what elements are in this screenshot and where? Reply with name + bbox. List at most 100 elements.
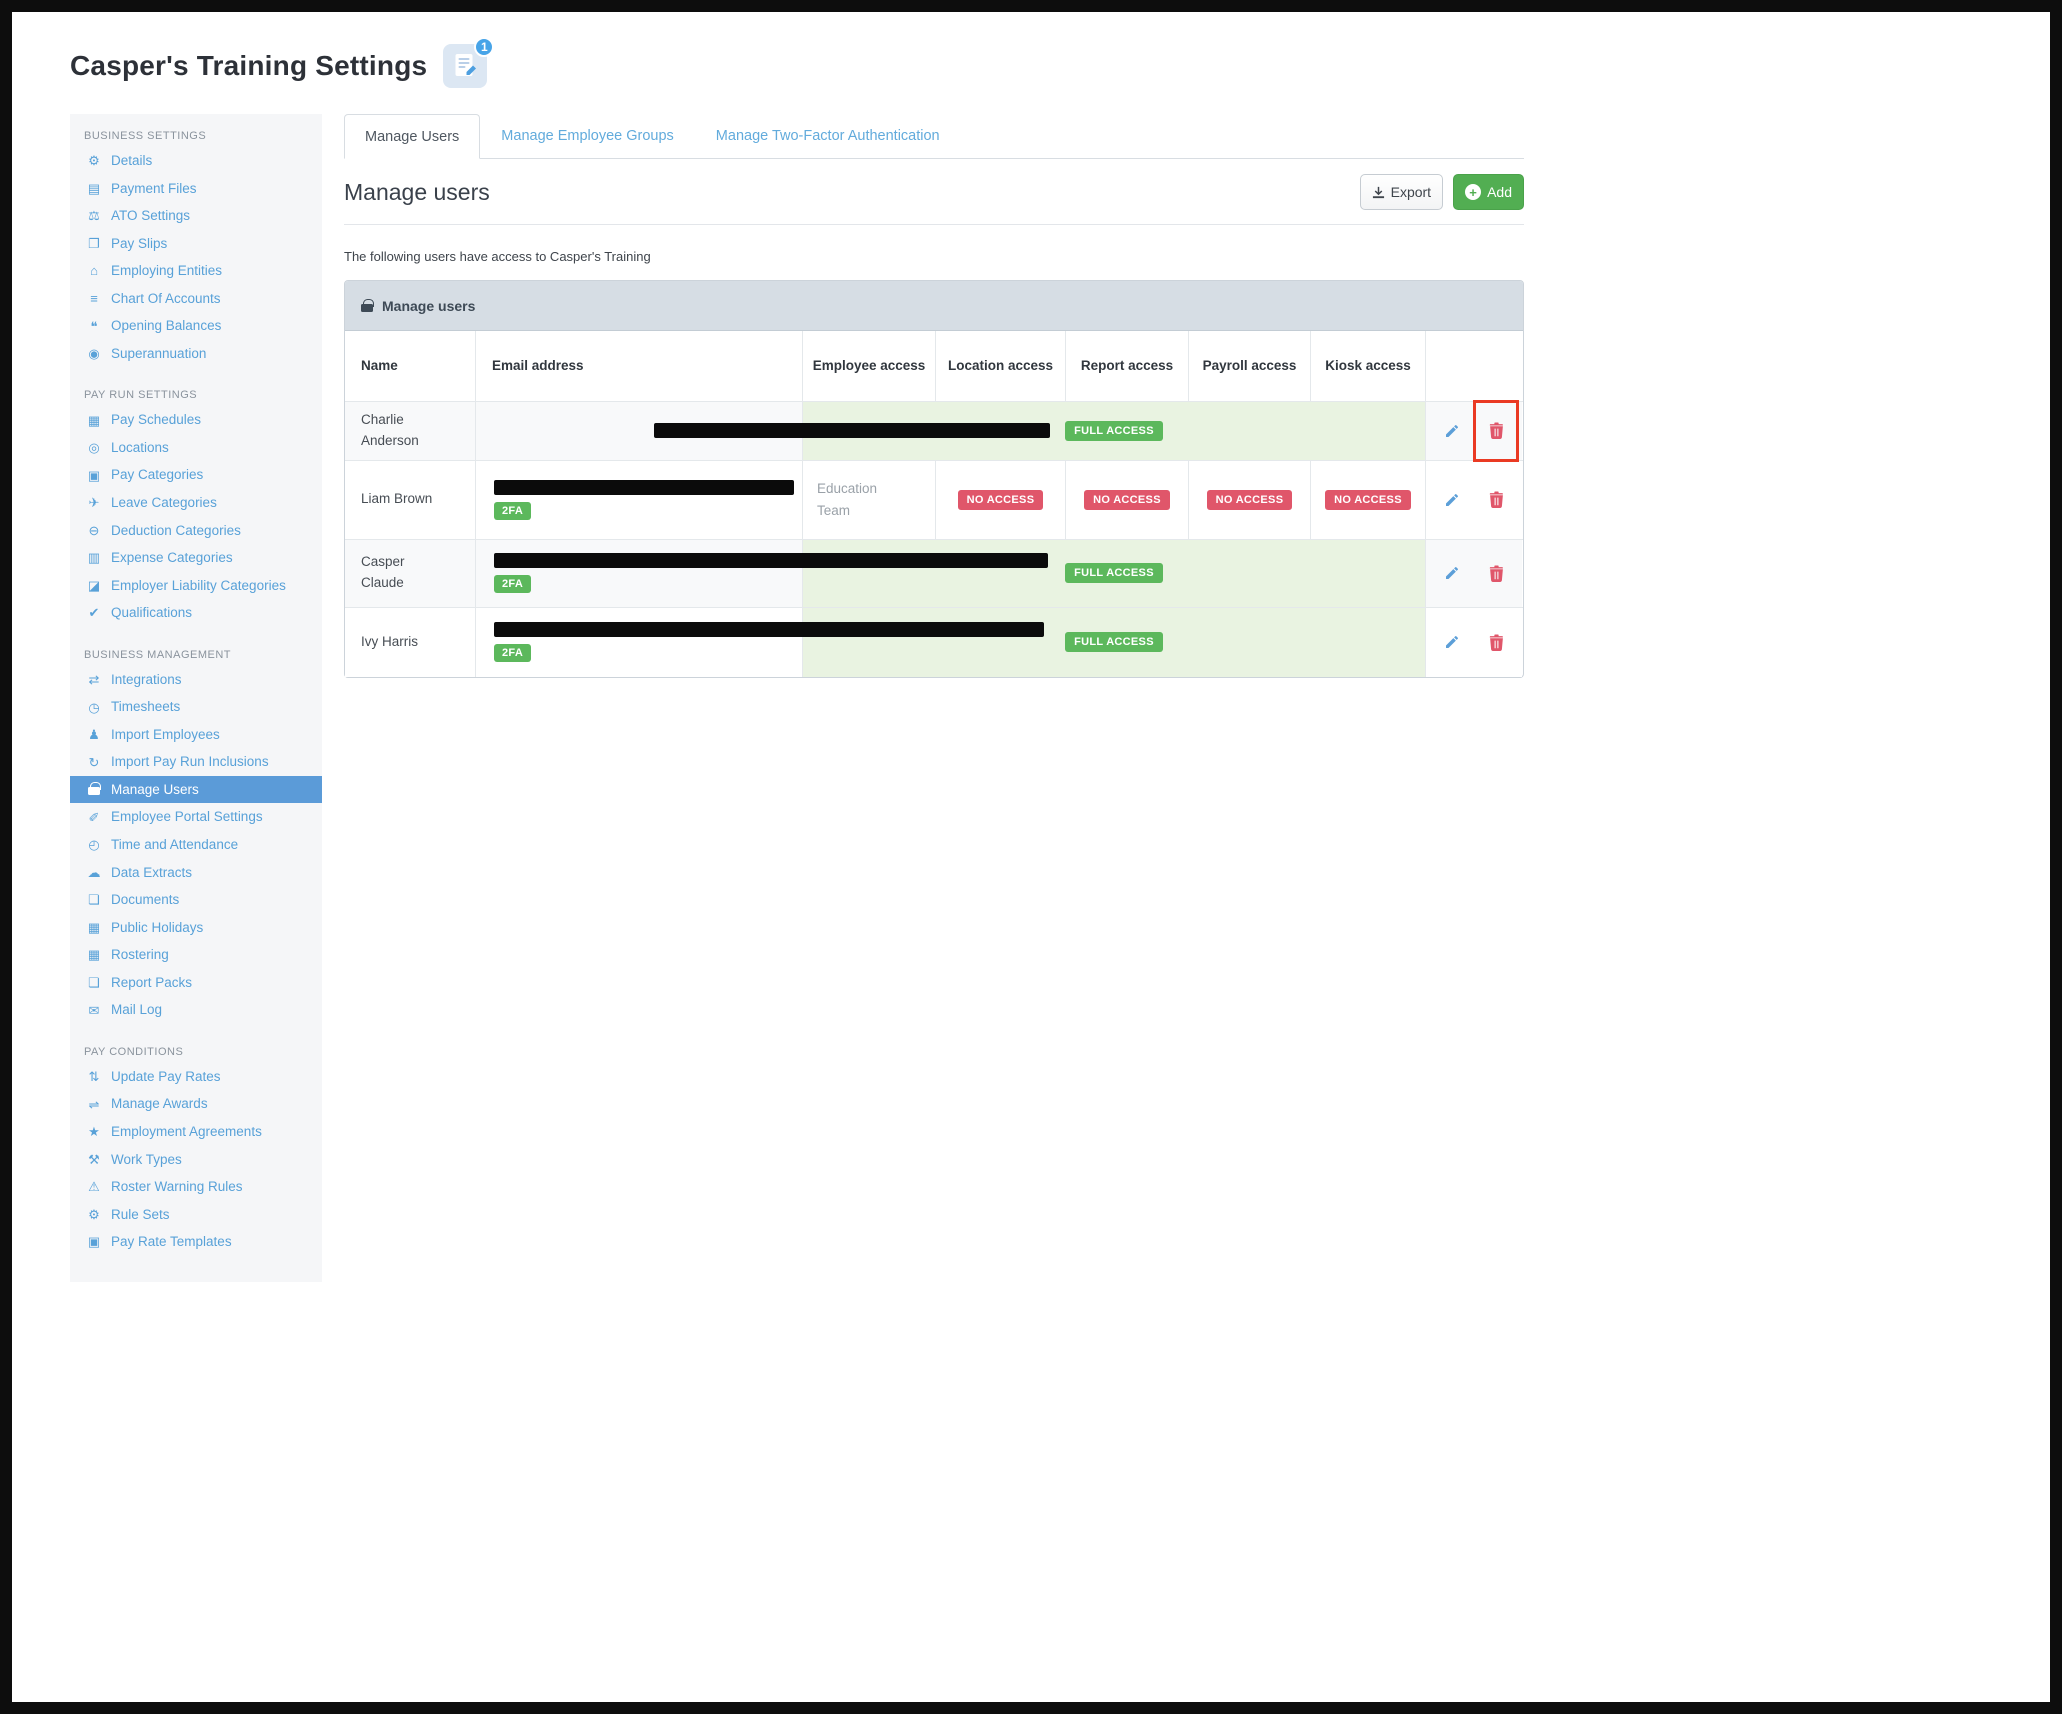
- sidebar-item-payment-files[interactable]: ▤ Payment Files: [70, 175, 322, 203]
- sidebar-item-documents[interactable]: ❏ Documents: [70, 886, 322, 914]
- save-icon: ▤: [87, 180, 101, 196]
- sidebar-item-ato-settings[interactable]: ⚖ ATO Settings: [70, 202, 322, 230]
- sidebar-item-label: Import Pay Run Inclusions: [111, 754, 269, 770]
- calendar-icon: ▦: [87, 412, 101, 428]
- sidebar-item-label: Employment Agreements: [111, 1123, 262, 1139]
- sidebar-item-pay-rate-templates[interactable]: ▣ Pay Rate Templates: [70, 1228, 322, 1256]
- sidebar-item-rostering[interactable]: ▦ Rostering: [70, 941, 322, 969]
- table-row-liam-brown: Liam Brown 2FA Education Team NO ACCESS NO A…: [345, 459, 1523, 539]
- document-icon: [455, 54, 476, 76]
- edit-user-button[interactable]: [1443, 564, 1461, 582]
- notes-icon[interactable]: 1: [443, 37, 495, 88]
- edit-user-button[interactable]: [1443, 633, 1461, 651]
- tab-manage-employee-groups[interactable]: Manage Employee Groups: [501, 128, 674, 144]
- sidebar-item-label: Pay Rate Templates: [111, 1234, 232, 1250]
- sidebar-item-roster-warning-rules[interactable]: ⚠ Roster Warning Rules: [70, 1173, 322, 1201]
- column-header-payroll-access: Payroll access: [1188, 331, 1310, 401]
- column-header-location-access: Location access: [935, 331, 1065, 401]
- trash-glyph: [1489, 634, 1503, 651]
- redacted-email-bar: [494, 622, 1044, 638]
- sidebar-item-label: Superannuation: [111, 345, 207, 361]
- sidebar-item-expense-categories[interactable]: ▥ Expense Categories: [70, 544, 322, 572]
- sidebar-item-integrations[interactable]: ⇄ Integrations: [70, 666, 322, 694]
- sidebar-item-import-employees[interactable]: ♟ Import Employees: [70, 721, 322, 749]
- sidebar-item-qualifications[interactable]: ✔ Qualifications: [70, 599, 322, 627]
- redacted-email-bar: [494, 479, 794, 495]
- delete-user-button[interactable]: [1487, 491, 1505, 509]
- sidebar-item-mail-log[interactable]: ✉ Mail Log: [70, 996, 322, 1024]
- sidebar-item-label: Timesheets: [111, 699, 181, 715]
- sidebar-item-employment-agreements[interactable]: ★ Employment Agreements: [70, 1118, 322, 1146]
- download-icon: [1372, 186, 1384, 198]
- sidebar-item-employing-entities[interactable]: ⌂ Employing Entities: [70, 257, 322, 285]
- sidebar-item-details[interactable]: ⚙ Details: [70, 147, 322, 175]
- payroll-access-cell: NO ACCESS: [1188, 460, 1310, 539]
- sidebar-item-employer-liability-categories[interactable]: ◪ Employer Liability Categories: [70, 572, 322, 600]
- sidebar-item-label: Time and Attendance: [111, 837, 239, 853]
- column-header-report-access: Report access: [1065, 331, 1188, 401]
- intro-text: The following users have access to Caspe…: [344, 249, 651, 264]
- sidebar-item-label: Data Extracts: [111, 864, 193, 880]
- add-button[interactable]: + Add: [1453, 174, 1524, 210]
- sidebar-item-deduction-categories[interactable]: ⊖ Deduction Categories: [70, 517, 322, 545]
- delete-user-button[interactable]: [1487, 564, 1505, 582]
- full-access-cell: FULL ACCESS: [802, 539, 1425, 607]
- sidebar-item-employee-portal-settings[interactable]: ✐ Employee Portal Settings: [70, 803, 322, 831]
- sidebar-item-label: Update Pay Rates: [111, 1068, 221, 1084]
- sidebar-item-chart-of-accounts[interactable]: ≡ Chart Of Accounts: [70, 285, 322, 313]
- sidebar-item-superannuation[interactable]: ◉ Superannuation: [70, 340, 322, 368]
- tab-manage-two-factor-authentication[interactable]: Manage Two-Factor Authentication: [715, 128, 940, 144]
- plus-icon: +: [1465, 184, 1482, 200]
- pencil-glyph: [1446, 424, 1459, 437]
- sidebar-item-label: Employer Liability Categories: [111, 577, 286, 593]
- sidebar-item-pay-categories[interactable]: ▣ Pay Categories: [70, 461, 322, 489]
- sidebar-item-locations[interactable]: ◎ Locations: [70, 434, 322, 462]
- edit-user-button[interactable]: [1443, 422, 1461, 440]
- calendar-icon: ▦: [87, 919, 101, 935]
- export-button[interactable]: Export: [1359, 174, 1444, 210]
- rates-icon: ⇅: [88, 1069, 100, 1085]
- sidebar-item-leave-categories[interactable]: ✈ Leave Categories: [70, 489, 322, 517]
- sidebar-item-pay-schedules[interactable]: ▦ Pay Schedules: [70, 406, 322, 434]
- sidebar-item-label: Public Holidays: [111, 919, 204, 935]
- report-access-cell: NO ACCESS: [1065, 460, 1188, 539]
- sidebar-item-label: Documents: [111, 892, 180, 908]
- kiosk-access-cell: NO ACCESS: [1310, 460, 1425, 539]
- sidebar-item-opening-balances[interactable]: ❝ Opening Balances: [70, 312, 322, 340]
- clock2-icon: ◴: [88, 837, 100, 853]
- sidebar-item-public-holidays[interactable]: ▦ Public Holidays: [70, 914, 322, 942]
- sidebar-item-label: Chart Of Accounts: [111, 290, 221, 306]
- edit-user-button[interactable]: [1443, 491, 1461, 509]
- sidebar-item-timesheets[interactable]: ◷ Timesheets: [70, 693, 322, 721]
- email-cell: 2FA: [475, 539, 1048, 607]
- sidebar-item-pay-slips[interactable]: ❐ Pay Slips: [70, 230, 322, 258]
- sidebar-item-manage-awards[interactable]: ⇌ Manage Awards: [70, 1090, 322, 1118]
- delete-user-button[interactable]: [1487, 633, 1505, 651]
- sidebar-item-label: Expense Categories: [111, 550, 233, 566]
- panel-title: Manage users: [382, 297, 476, 314]
- sidebar-item-label: Mail Log: [111, 1002, 163, 1018]
- sidebar-item-manage-users[interactable]: Manage Users: [70, 775, 322, 804]
- sidebar-item-report-packs[interactable]: ❏ Report Packs: [70, 969, 322, 997]
- delete-user-button[interactable]: [1473, 399, 1519, 462]
- sidebar-item-update-pay-rates[interactable]: ⇅ Update Pay Rates: [70, 1063, 322, 1091]
- sidebar-item-label: Work Types: [111, 1151, 182, 1167]
- full-access-badge: FULL ACCESS: [1065, 563, 1163, 584]
- section-title: Manage users: [344, 178, 490, 205]
- file-icon: ❐: [88, 235, 100, 251]
- sidebar-item-label: Employee Portal Settings: [111, 809, 263, 825]
- sidebar-item-rule-sets[interactable]: ⚙ Rule Sets: [70, 1201, 322, 1229]
- sidebar-item-label: Integrations: [111, 671, 182, 687]
- trash-glyph: [1489, 565, 1503, 582]
- sidebar-item-import-pay-run-inclusions[interactable]: ↻ Import Pay Run Inclusions: [70, 748, 322, 776]
- sidebar-item-time-and-attendance[interactable]: ◴ Time and Attendance: [70, 831, 322, 859]
- page-title: Casper's Training Settings: [70, 50, 428, 81]
- tab-manage-users[interactable]: Manage Users: [344, 114, 481, 159]
- people-icon: ♟: [88, 727, 100, 743]
- comment-icon: ❝: [90, 318, 98, 334]
- sidebar-item-work-types[interactable]: ⚒ Work Types: [70, 1146, 322, 1174]
- pencil-glyph: [1446, 567, 1459, 580]
- trash-glyph: [1489, 422, 1503, 440]
- sidebar-item-data-extracts[interactable]: ☁ Data Extracts: [70, 859, 322, 887]
